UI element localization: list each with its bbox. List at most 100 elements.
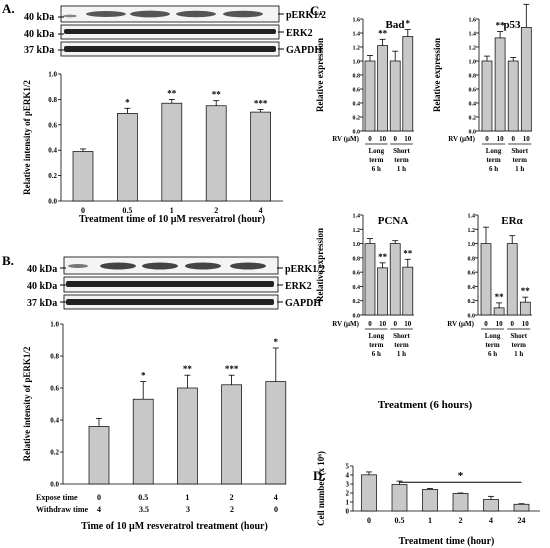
withdraw-time-label: Withdraw time	[36, 505, 89, 514]
y-tick-label: 5	[346, 463, 350, 471]
y-tick-label: 1.0	[50, 321, 59, 329]
bar	[265, 381, 287, 485]
chart-title: Bad	[386, 19, 405, 31]
x-tick-label: 10	[404, 135, 412, 143]
y-tick-label: 0.0	[353, 130, 361, 136]
blot-b-marker-2: 40 kDa	[27, 281, 57, 292]
expose-time-label: Expose time	[36, 493, 78, 502]
y-tick-label: 0.6	[48, 121, 57, 129]
y-axis-label: Relative intensity of pERK1/2	[22, 346, 32, 461]
bar	[520, 27, 532, 132]
bar	[507, 60, 519, 132]
y-axis-label: Relative intensity of pERK1/2	[22, 80, 32, 195]
x-tick-label: 4	[259, 206, 263, 215]
blot-b-marker-1: 40 kDa	[27, 264, 57, 275]
chart-title: p53	[503, 19, 521, 31]
group-label: 1 h	[514, 350, 523, 358]
bar	[493, 307, 505, 316]
x-tick-label: 2	[230, 493, 234, 502]
bar	[402, 36, 414, 132]
bar	[161, 102, 183, 202]
group-label: Short	[510, 332, 527, 340]
group-label: term	[394, 156, 409, 164]
group-label: 6 h	[372, 165, 381, 173]
blot-a-protein-1: pERK1/2	[286, 10, 326, 21]
panel-label-b: B.	[2, 253, 14, 268]
y-tick-label: 1.2	[353, 46, 361, 52]
withdraw-values: 4 3.5 3 2 0	[97, 505, 278, 514]
significance-marker: **	[167, 88, 177, 98]
bar	[177, 387, 198, 485]
significance-marker: **	[378, 28, 388, 38]
x-tick-label: 0	[368, 320, 372, 328]
chart-a: 0.0 0.2 0.4 0.6 0.8 1.0 0 * 0.5 ** 1 ** 2 *** 4 Relativ…	[22, 71, 283, 225]
y-tick-label: 0.8	[353, 74, 361, 80]
bar	[506, 243, 518, 316]
chart-title: PCNA	[378, 215, 409, 227]
y-tick-label: 1	[346, 499, 350, 507]
significance-marker: ***	[254, 99, 268, 109]
y-tick-label: 1.4	[469, 32, 477, 38]
y-tick-label: 0.8	[48, 96, 57, 104]
blot-a-protein-3: GAPDH	[286, 45, 322, 56]
x-tick-label: 10	[497, 135, 505, 143]
y-tick-label: 0.4	[353, 102, 361, 108]
y-tick-label: 1.6	[469, 18, 477, 24]
group-label: term	[394, 341, 409, 349]
y-tick-label: 0.0	[48, 198, 57, 206]
bar	[364, 60, 376, 132]
group-label: 6 h	[488, 350, 497, 358]
y-tick-label: 1.0	[469, 60, 477, 66]
y-tick-label: 0.4	[353, 285, 361, 291]
y-tick-label: 0.2	[353, 116, 361, 122]
group-label: term	[513, 156, 528, 164]
significance-marker: *	[141, 371, 146, 381]
y-tick-label: 1.0	[353, 242, 361, 248]
chart-b: 0.0 0.2 0.4 0.6 0.8 1.0 0 * 0.5 ** 1 *** 2 * 4 Relative…	[22, 321, 287, 532]
bar	[72, 151, 94, 202]
bar	[481, 60, 493, 132]
group-label: Long	[369, 332, 385, 340]
western-blot-b: 40 kDa 40 kDa 37 kDa pERK1/2 ERK2 GAPDH	[27, 256, 325, 310]
x-tick-label: 10	[379, 135, 387, 143]
x-tick-label: 4	[489, 516, 493, 525]
significance-marker: **	[495, 292, 505, 302]
y-tick-label: 0.2	[50, 449, 59, 457]
y-tick-label: 0.8	[468, 256, 476, 262]
x-tick-label: 0	[367, 516, 371, 525]
withdraw-value: 3.5	[139, 505, 149, 514]
withdraw-value: 0	[274, 505, 278, 514]
bar	[361, 474, 377, 512]
x-tick-label: 0	[368, 135, 372, 143]
blot-b-protein-3: GAPDH	[285, 298, 321, 309]
group-label: 1 h	[397, 165, 406, 173]
y-tick-label: 0.8	[353, 256, 361, 262]
group-label: Short	[393, 147, 410, 155]
group-label: Long	[485, 332, 501, 340]
western-blot-a: 40 kDa 40 kDa 37 kDa pERK1/2 ERK2 GAPDH	[24, 5, 326, 57]
chart-c-era: 0.0 0.2 0.4 0.6 0.8 1.0 1.2 1.4 0 ** 10 0 ** 10 ERα RV …	[447, 214, 532, 358]
rv-row-label: RV (µM)	[332, 135, 359, 143]
rv-row-label: RV (µM)	[447, 320, 474, 328]
y-tick-label: 4	[346, 472, 350, 480]
y-tick-label: 1.2	[468, 228, 476, 234]
y-tick-label: 0.4	[48, 147, 57, 155]
bar	[389, 60, 401, 132]
y-tick-label: 1.2	[353, 228, 361, 234]
group-label: Long	[486, 147, 502, 155]
blot-a-marker-3: 37 kDa	[24, 45, 54, 56]
y-tick-label: 0.6	[353, 88, 361, 94]
bar	[364, 243, 376, 316]
y-tick-label: 1.6	[353, 18, 361, 24]
group-label: 1 h	[515, 165, 524, 173]
group-label: Short	[511, 147, 528, 155]
withdraw-value: 3	[186, 505, 190, 514]
significance-marker: **	[521, 286, 531, 296]
blot-b-protein-1: pERK1/2	[285, 264, 325, 275]
significance-marker: *	[524, 0, 529, 3]
y-tick-label: 0.0	[50, 481, 59, 489]
blot-a-marker-1: 40 kDa	[24, 12, 54, 23]
x-tick-label: 1	[185, 493, 189, 502]
withdraw-value: 2	[230, 505, 234, 514]
y-tick-label: 0.2	[353, 299, 361, 305]
